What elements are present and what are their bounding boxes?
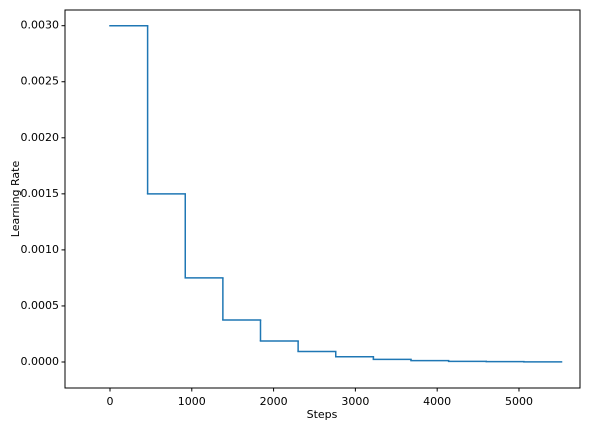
y-axis-label: Learning Rate — [9, 161, 22, 238]
y-tick-label: 0.0030 — [21, 19, 60, 32]
y-tick-label: 0.0000 — [21, 355, 60, 368]
y-tick-label: 0.0005 — [21, 299, 60, 312]
y-tick-label: 0.0010 — [21, 243, 60, 256]
y-tick-label: 0.0015 — [21, 187, 60, 200]
x-tick-label: 0 — [106, 395, 113, 408]
y-tick-label: 0.0020 — [21, 131, 60, 144]
x-tick-label: 3000 — [341, 395, 369, 408]
x-axis-label: Steps — [307, 408, 338, 421]
x-tick-label: 4000 — [423, 395, 451, 408]
plot-frame — [64, 9, 581, 389]
y-tick-label: 0.0025 — [21, 75, 60, 88]
x-tick-label: 5000 — [505, 395, 533, 408]
x-tick-label: 1000 — [178, 395, 206, 408]
x-tick-label: 2000 — [260, 395, 288, 408]
